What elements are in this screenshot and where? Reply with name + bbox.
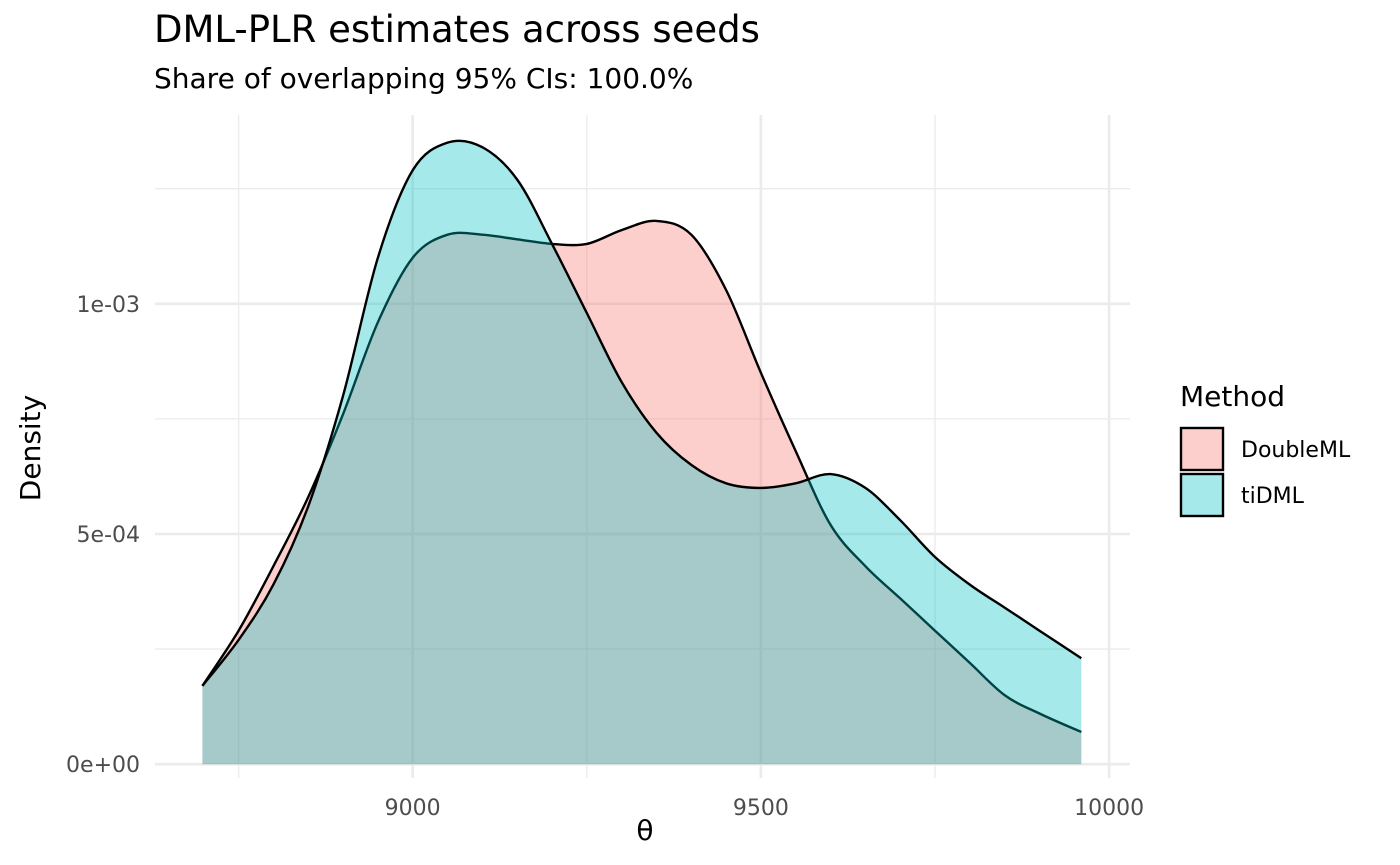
chart-title: DML-PLR estimates across seeds xyxy=(154,8,760,51)
y-tick-label: 5e-04 xyxy=(77,523,140,548)
legend-key-tidml xyxy=(1179,472,1225,518)
legend-label-doubleml: DoubleML xyxy=(1241,438,1351,463)
y-axis-title: Density xyxy=(14,395,47,501)
y-tick-label: 1e-03 xyxy=(77,293,140,318)
minor-grid xyxy=(155,115,1130,778)
density-area-tidml xyxy=(202,140,1082,765)
major-grid xyxy=(155,115,1130,778)
y-tick-label: 0e+00 xyxy=(66,753,140,778)
density-areas xyxy=(201,139,1082,765)
legend: Method DoubleML tiDML xyxy=(1179,380,1351,518)
x-tick-label: 9500 xyxy=(733,796,789,821)
legend-label-tidml: tiDML xyxy=(1241,484,1305,509)
x-axis-ticks: 9000 9500 10000 xyxy=(385,796,1144,821)
legend-key-doubleml xyxy=(1179,426,1225,472)
legend-title: Method xyxy=(1180,380,1285,413)
density-area-doubleml xyxy=(202,220,1082,765)
x-tick-label: 10000 xyxy=(1074,796,1144,821)
y-axis-ticks: 0e+00 5e-04 1e-03 xyxy=(66,293,140,778)
x-axis-title: θ xyxy=(636,814,653,847)
x-tick-label: 9000 xyxy=(385,796,441,821)
chart-subtitle: Share of overlapping 95% CIs: 100.0% xyxy=(154,62,694,95)
density-line-doubleml xyxy=(201,219,1082,734)
density-line-tidml xyxy=(201,139,1082,687)
